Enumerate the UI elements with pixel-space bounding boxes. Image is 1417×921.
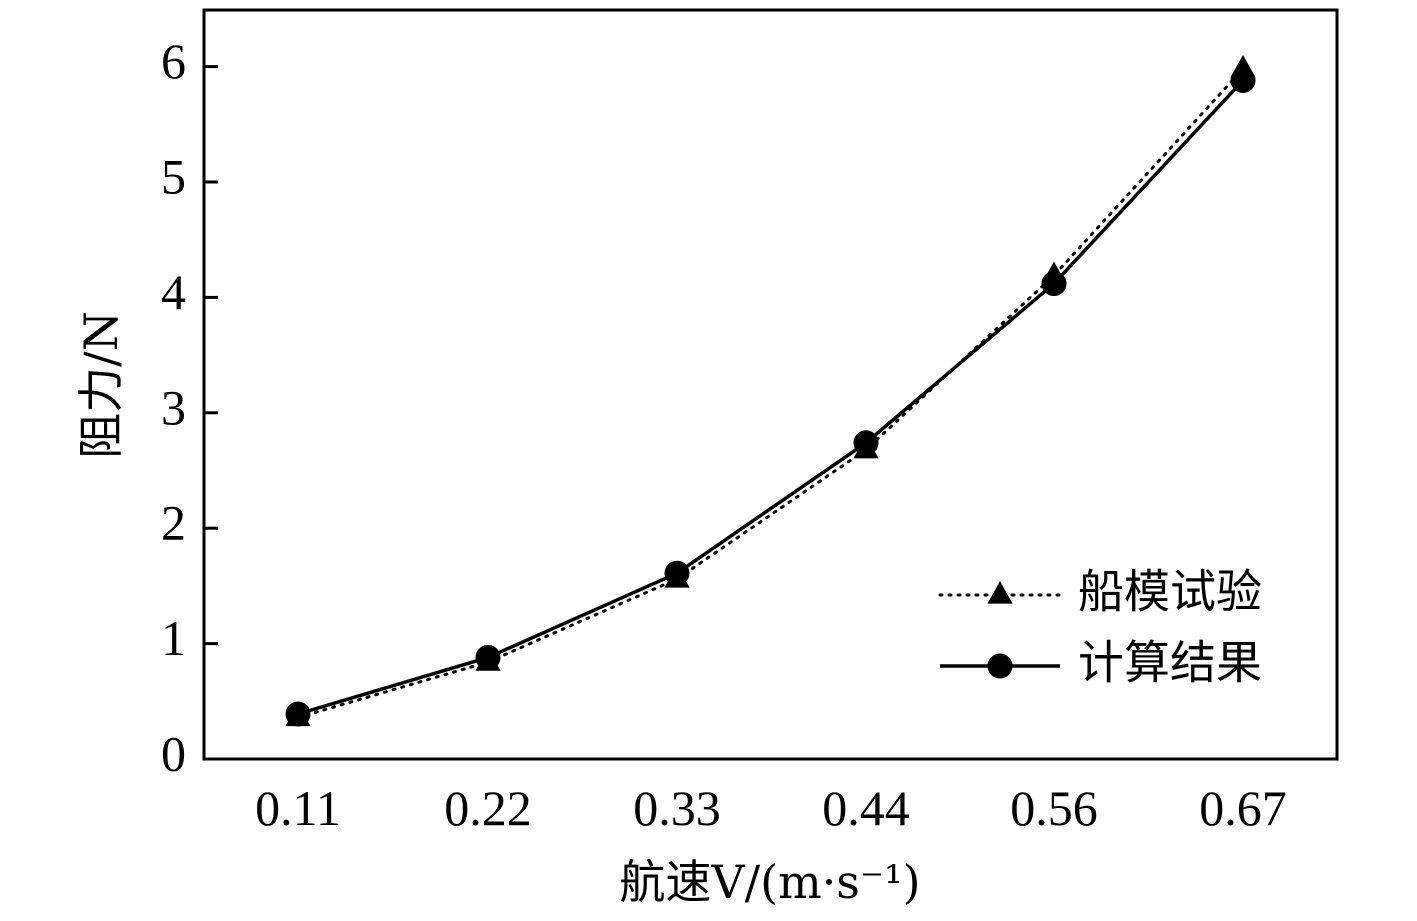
- y-tick-label: 2: [161, 495, 186, 551]
- x-axis-title: 航速V/(m·s⁻¹): [619, 855, 920, 909]
- y-tick-label: 6: [161, 33, 186, 89]
- y-axis-title: 阻力/N: [74, 311, 128, 459]
- legend-entry: 计算结果: [940, 636, 1262, 690]
- computed-data-point: [1041, 271, 1067, 297]
- y-tick-label: 5: [161, 148, 186, 204]
- legend-entry: 船模试验: [938, 565, 1262, 619]
- legend-label: 船模试验: [1078, 565, 1262, 619]
- y-tick-label: 0: [161, 725, 186, 781]
- x-tick-label: 0.44: [822, 780, 910, 836]
- computed-data-point: [475, 644, 501, 670]
- computed-series-line: [297, 79, 1245, 716]
- y-tick-label: 3: [161, 379, 186, 435]
- x-tick-label: 0.11: [255, 780, 341, 836]
- plot-frame: [202, 8, 1339, 761]
- computed-data-point: [1230, 67, 1256, 93]
- x-tick-label: 0.67: [1199, 780, 1287, 836]
- y-tick-label: 4: [161, 264, 186, 320]
- computed-data-point: [664, 560, 690, 586]
- legend-triangle-marker: [987, 581, 1013, 604]
- computed-data-point: [285, 701, 311, 727]
- computed-data-point: [853, 430, 879, 456]
- x-tick-label: 0.22: [444, 780, 532, 836]
- x-tick-label: 0.33: [633, 780, 721, 836]
- x-tick-label: 0.56: [1010, 780, 1098, 836]
- experiment-series-line: [296, 67, 1245, 719]
- legend-label: 计算结果: [1078, 636, 1262, 690]
- y-tick-label: 1: [161, 610, 186, 666]
- legend-circle-marker: [987, 653, 1013, 679]
